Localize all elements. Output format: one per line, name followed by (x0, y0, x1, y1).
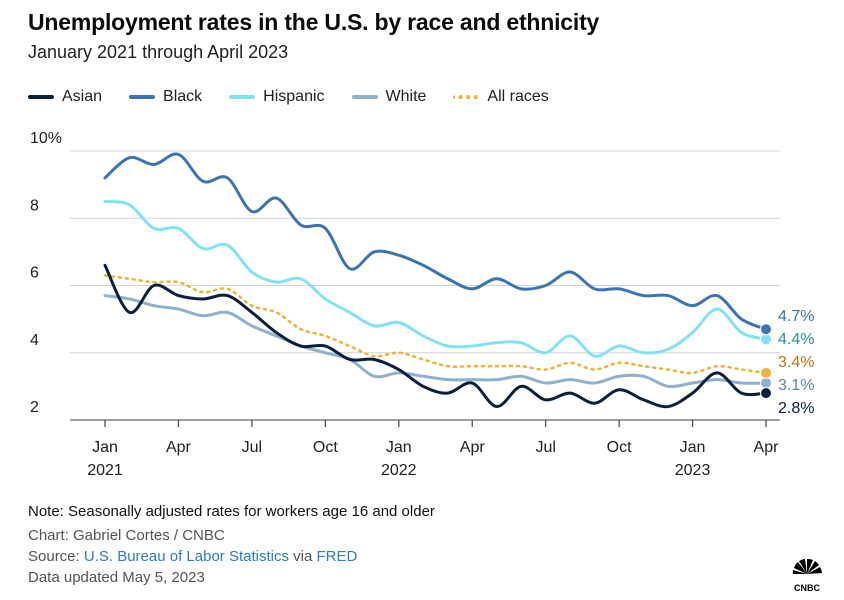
legend: Asian Black Hispanic White All races (28, 88, 576, 106)
series-end-point-black (760, 323, 772, 336)
x-tick-label: Jan (92, 439, 118, 456)
x-tick-label: Jan (386, 439, 412, 456)
legend-item-hispanic: Hispanic (229, 88, 325, 106)
series-line-black (103, 152, 768, 331)
x-tick-label: Apr (166, 439, 192, 456)
series-line-hispanic (103, 199, 768, 358)
legend-label-white: White (385, 88, 427, 105)
legend-item-black: Black (129, 88, 202, 106)
cnbc-logo: CNBC (792, 558, 822, 593)
y-tick-label: 10% (30, 130, 62, 147)
legend-item-all-races: All races (453, 88, 549, 106)
data-updated: Data updated May 5, 2023 (28, 569, 205, 586)
y-tick-label: 8 (30, 197, 39, 214)
legend-swatch-asian (28, 95, 54, 99)
legend-item-white: White (351, 88, 427, 106)
x-tick-year-label: 2022 (381, 462, 417, 479)
x-tick-year-label: 2021 (87, 462, 123, 479)
chart-note: Note: Seasonally adjusted rates for work… (28, 503, 435, 520)
legend-swatch-black (129, 95, 156, 99)
chart-subtitle: January 2021 through April 2023 (28, 42, 289, 62)
y-tick-label: 4 (30, 332, 39, 349)
legend-item-asian: Asian (28, 88, 102, 106)
series-line-white (103, 294, 768, 389)
end-label-white: 3.1% (778, 377, 814, 394)
series-end-point-hispanic (760, 333, 772, 346)
x-tick-label: Apr (460, 439, 486, 456)
chart-source: Source: U.S. Bureau of Labor Statistics … (28, 548, 357, 565)
legend-swatch-white (351, 95, 378, 99)
x-tick-label: Apr (754, 439, 780, 456)
x-tick-label: Jul (535, 439, 555, 456)
source-link-fred[interactable]: FRED (316, 548, 358, 565)
cnbc-logo-text: CNBC (794, 583, 820, 593)
end-label-hispanic: 4.4% (778, 331, 814, 348)
end-label-all-races: 3.4% (778, 354, 814, 371)
y-tick-label: 6 (30, 265, 39, 282)
series-line-asian (103, 263, 768, 409)
y-tick-label: 2 (30, 399, 39, 416)
chart-title: Unemployment rates in the U.S. by race a… (28, 9, 600, 35)
source-via: via (288, 548, 317, 565)
end-label-black: 4.7% (778, 308, 814, 325)
x-tick-label: Jan (680, 439, 706, 456)
x-tick-year-label: 2023 (675, 462, 711, 479)
x-tick-label: Jul (242, 439, 262, 456)
chart-credit: Chart: Gabriel Cortes / CNBC (28, 527, 225, 544)
line-chart: 2 4 6 8 10% Jan 2021 Apr Jul Oct Jan 2022 Apr Jul Oct J… (30, 130, 814, 479)
legend-label-hispanic: Hispanic (263, 88, 325, 105)
x-tick-label: Oct (607, 439, 632, 456)
x-tick-label: Oct (313, 439, 338, 456)
series-end-point-asian (760, 387, 772, 400)
legend-label-all-races: All races (487, 88, 549, 105)
series-end-point-white (760, 377, 772, 390)
series-end-point-all-races (760, 366, 772, 379)
legend-label-asian: Asian (62, 88, 103, 105)
legend-label-black: Black (163, 88, 203, 105)
end-label-asian: 2.8% (778, 400, 814, 417)
legend-swatch-all-races (453, 95, 480, 99)
source-prefix: Source: (28, 548, 84, 565)
source-link-bls[interactable]: U.S. Bureau of Labor Statistics (83, 548, 289, 565)
series-line-all-races (103, 274, 768, 375)
legend-swatch-hispanic (229, 95, 256, 99)
